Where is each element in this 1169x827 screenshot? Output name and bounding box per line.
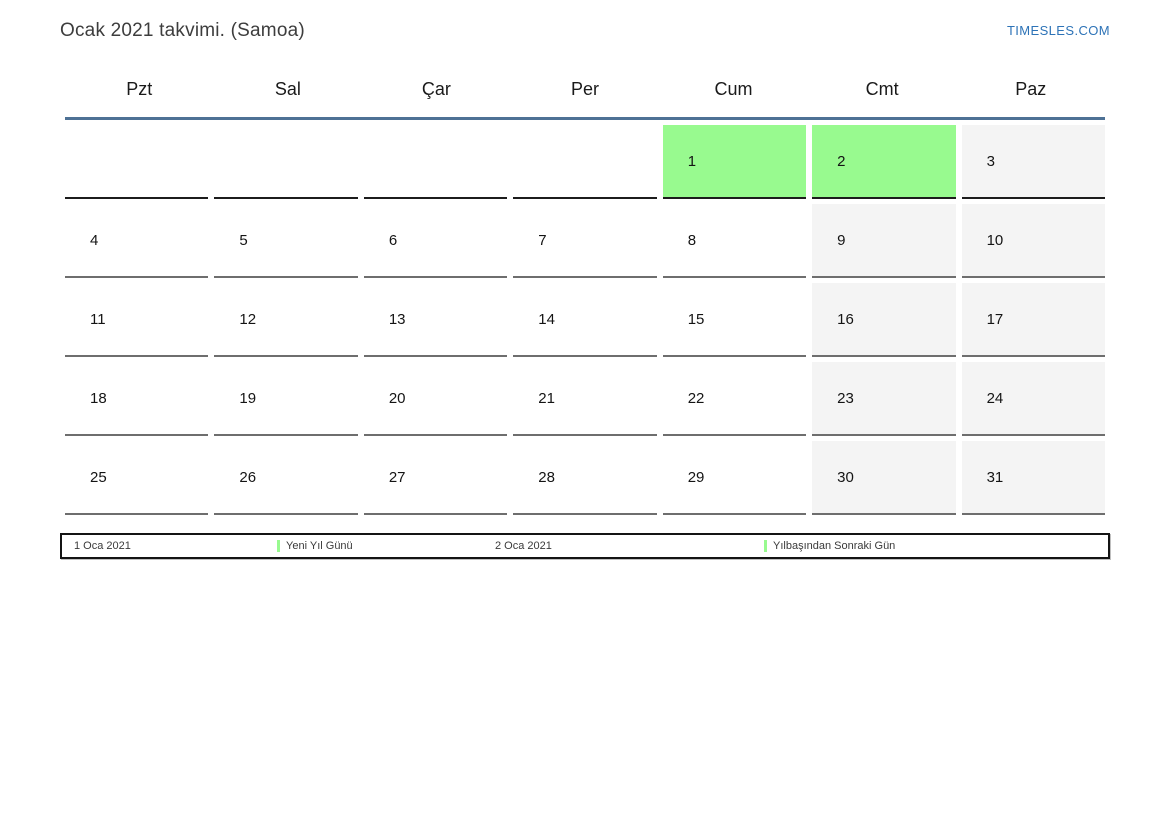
calendar-day-cell-1: 1 (662, 120, 807, 199)
calendar-day-cell-9: 9 (812, 199, 956, 278)
calendar-day-cell-31: 31 (961, 436, 1105, 515)
day-number: 16 (837, 310, 854, 328)
day-number: 21 (538, 389, 555, 407)
calendar-day-cell-17: 17 (961, 278, 1105, 357)
calendar-day-cell-28: 28 (513, 436, 657, 515)
calendar-day-cell-2: 2 (812, 120, 956, 199)
calendar-day-cell-25: 25 (65, 436, 209, 515)
calendar-day-cell-19: 19 (214, 357, 358, 436)
calendar-day-cell-27: 27 (363, 436, 508, 515)
day-number: 13 (388, 310, 406, 328)
calendar-day-cell-5: 5 (214, 199, 358, 278)
calendar: Pzt Sal Çar Per Cum Cmt Paz 1 2 3 4 5 6 7 8 9 10 11 12 13 1… (60, 62, 1110, 559)
calendar-day-cell-4: 4 (65, 199, 209, 278)
legend-name-text: Yılbaşından Sonraki Gün (773, 540, 896, 552)
legend-date-2: 2 Oca 2021 (495, 535, 552, 557)
calendar-day-cell-10: 10 (961, 199, 1105, 278)
calendar-day-cell-13: 13 (363, 278, 508, 357)
day-number: 11 (90, 310, 106, 328)
day-number: 19 (239, 389, 257, 407)
day-number: 29 (687, 468, 705, 486)
calendar-day-cell-20: 20 (363, 357, 508, 436)
day-number: 20 (388, 389, 406, 407)
holiday-marker-icon (277, 540, 280, 552)
calendar-empty-cell (513, 120, 657, 199)
legend-date-1: 1 Oca 2021 (74, 535, 131, 557)
calendar-day-cell-6: 6 (363, 199, 508, 278)
day-number: 17 (986, 310, 1004, 328)
calendar-day-cell-24: 24 (961, 357, 1105, 436)
day-number: 12 (239, 310, 257, 328)
day-number: 7 (538, 231, 547, 249)
header-divider (65, 117, 1105, 120)
day-number: 10 (986, 231, 1004, 249)
top-bar: Ocak 2021 takvimi. (Samoa) TIMESLES.COM (0, 0, 1169, 42)
day-number: 2 (837, 152, 846, 170)
holiday-marker-icon (764, 540, 767, 552)
day-number: 30 (837, 468, 854, 486)
day-header-pzt: Pzt (126, 79, 153, 99)
legend-name-2: Yılbaşından Sonraki Gün (764, 535, 895, 557)
day-header-sal: Sal (274, 79, 301, 99)
day-number: 31 (986, 468, 1004, 486)
legend-date-text: 1 Oca 2021 (74, 540, 131, 552)
calendar-day-cell-29: 29 (662, 436, 807, 515)
calendar-empty-cell (65, 120, 209, 199)
day-number: 9 (837, 231, 846, 249)
day-header-cmt: Cmt (865, 79, 899, 99)
calendar-day-cell-12: 12 (214, 278, 358, 357)
calendar-day-cell-7: 7 (513, 199, 657, 278)
calendar-empty-cell (363, 120, 508, 199)
day-number: 6 (388, 231, 398, 249)
day-number: 1 (687, 152, 697, 170)
legend-date-text: 2 Oca 2021 (495, 540, 552, 552)
day-header-paz: Paz (1015, 79, 1047, 99)
day-number: 26 (239, 468, 257, 486)
calendar-day-cell-16: 16 (812, 278, 956, 357)
calendar-day-cell-11: 11 (65, 278, 209, 357)
legend-name-text: Yeni Yıl Günü (286, 540, 353, 552)
calendar-day-cell-26: 26 (214, 436, 358, 515)
calendar-day-cell-21: 21 (513, 357, 657, 436)
calendar-day-cell-8: 8 (662, 199, 807, 278)
day-number: 15 (687, 310, 705, 328)
calendar-day-cell-23: 23 (812, 357, 956, 436)
holiday-legend: 1 Oca 2021 Yeni Yıl Günü 2 Oca 2021 Yılbaşı… (60, 533, 1110, 559)
day-number: 24 (986, 389, 1004, 407)
calendar-day-cell-3: 3 (961, 120, 1105, 199)
day-header-çar: Çar (421, 79, 451, 99)
calendar-day-cell-22: 22 (662, 357, 807, 436)
day-number: 27 (388, 468, 406, 486)
calendar-day-cell-30: 30 (812, 436, 956, 515)
calendar-day-cell-14: 14 (513, 278, 657, 357)
page-title: Ocak 2021 takvimi. (Samoa) (60, 20, 305, 41)
calendar-day-cell-15: 15 (662, 278, 807, 357)
day-number: 3 (986, 152, 995, 170)
day-header-cum: Cum (714, 79, 753, 99)
day-header-per: Per (570, 79, 599, 99)
site-link[interactable]: TIMESLES.COM (1006, 23, 1110, 38)
legend-name-1: Yeni Yıl Günü (277, 535, 353, 557)
day-number: 14 (538, 310, 555, 328)
day-number: 4 (90, 231, 99, 249)
day-header-row: Pzt Sal Çar Per Cum Cmt Paz (65, 62, 1105, 117)
day-number: 28 (538, 468, 555, 486)
calendar-empty-cell (214, 120, 358, 199)
day-number: 8 (687, 231, 697, 249)
calendar-day-cell-18: 18 (65, 357, 209, 436)
day-number: 22 (687, 389, 705, 407)
day-number: 18 (90, 389, 107, 407)
day-number: 25 (90, 468, 107, 486)
day-number: 23 (837, 389, 854, 407)
calendar-grid: 1 2 3 4 5 6 7 8 9 10 11 12 13 14 15 16 17 18 19 20 21 22 23 24 2… (65, 120, 1105, 515)
day-number: 5 (239, 231, 248, 249)
